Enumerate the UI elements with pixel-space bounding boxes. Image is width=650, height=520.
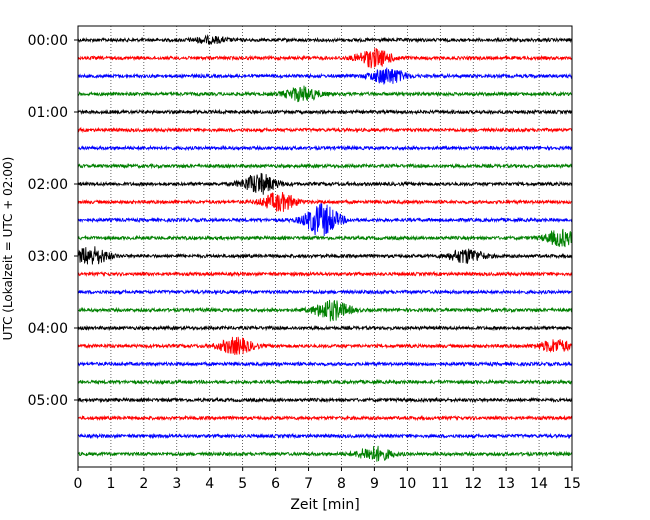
- trace-line: [77, 203, 573, 236]
- x-tick-label: 11: [431, 476, 449, 492]
- trace-line: [77, 432, 573, 440]
- trace-line: [77, 47, 573, 69]
- y-tick-label: 03:00: [28, 249, 68, 265]
- trace-line: [77, 378, 573, 386]
- x-ticks: 0 1 2 3 4 5 6 7 8 9 10 11 12 13 14 15: [74, 467, 581, 492]
- x-tick-label: 12: [464, 476, 482, 492]
- trace-line: [77, 144, 573, 152]
- trace-line: [77, 162, 573, 170]
- x-tick-label: 15: [563, 476, 581, 492]
- y-ticks: 00:00 01:00 02:00 03:00 04:00 05:00: [28, 33, 78, 409]
- y-tick-label: 05:00: [28, 393, 68, 409]
- trace-line: [77, 108, 573, 116]
- trace-line: [77, 324, 573, 332]
- trace-line: [77, 288, 573, 296]
- x-axis-label: Zeit [min]: [290, 497, 359, 513]
- y-tick-label: 01:00: [28, 105, 68, 121]
- trace-line: [77, 172, 573, 195]
- x-tick-label: 1: [106, 476, 115, 492]
- x-tick-label: 0: [74, 476, 83, 492]
- x-tick-label: 4: [205, 476, 214, 492]
- trace-line: [77, 192, 573, 213]
- y-tick-label: 00:00: [28, 33, 68, 49]
- trace-line: [77, 396, 573, 404]
- x-tick-label: 6: [271, 476, 280, 492]
- x-tick-label: 14: [530, 476, 548, 492]
- trace-line: [77, 270, 573, 278]
- trace-line: [77, 336, 573, 355]
- x-tick-label: 5: [238, 476, 247, 492]
- x-tick-label: 9: [370, 476, 379, 492]
- x-tick-label: 3: [172, 476, 181, 492]
- y-axis-label: UTC (Lokalzeit = UTC + 02:00): [1, 157, 15, 341]
- trace-line: [77, 414, 573, 422]
- trace-line: [77, 228, 573, 248]
- trace-line: [77, 360, 573, 368]
- trace-line: [77, 33, 573, 45]
- x-tick-label: 8: [337, 476, 346, 492]
- x-tick-label: 2: [139, 476, 148, 492]
- trace-line: [77, 246, 573, 265]
- y-tick-label: 02:00: [28, 177, 68, 193]
- x-tick-label: 13: [497, 476, 515, 492]
- trace-line: [77, 445, 573, 462]
- trace-line: [77, 299, 573, 322]
- trace-line: [77, 126, 573, 134]
- x-tick-label: 7: [304, 476, 313, 492]
- y-tick-label: 04:00: [28, 321, 68, 337]
- traces: [77, 33, 573, 462]
- trace-line: [77, 85, 573, 103]
- trace-line: [77, 67, 573, 85]
- plot-frame: [77, 25, 573, 468]
- x-tick-label: 10: [398, 476, 416, 492]
